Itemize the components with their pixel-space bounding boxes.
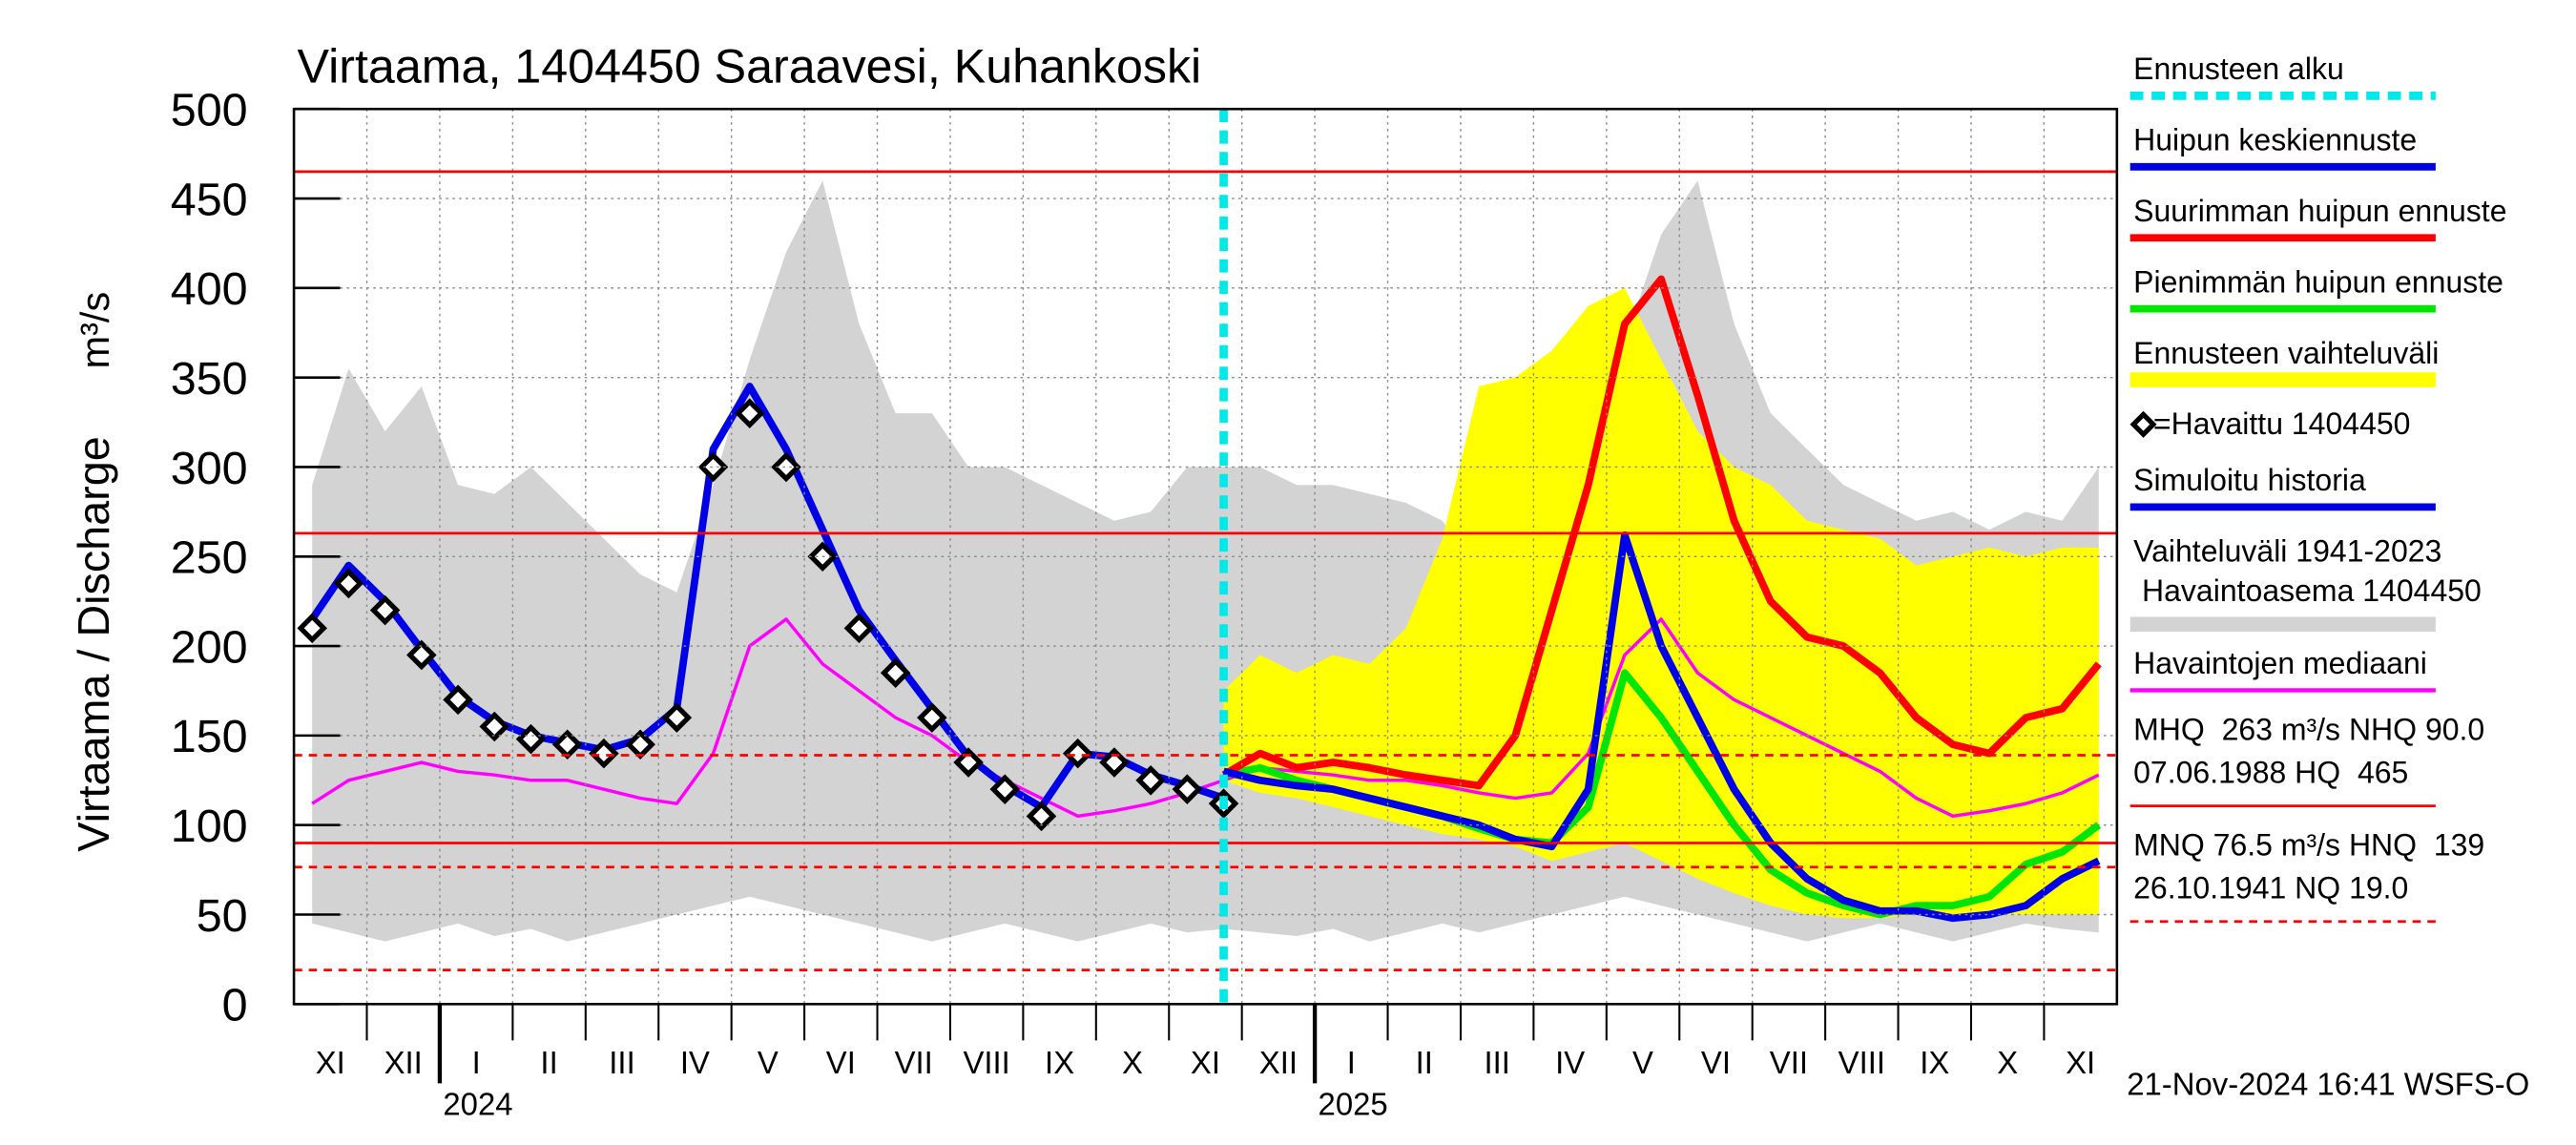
legend-label: Simuloitu historia <box>2133 463 2366 497</box>
x-tick-label: VI <box>826 1045 856 1080</box>
x-tick-label: I <box>472 1045 481 1080</box>
x-tick-label: X <box>1997 1045 2018 1080</box>
x-tick-label: VIII <box>963 1045 1009 1080</box>
year-label: 2024 <box>443 1086 512 1121</box>
observed-marker <box>589 738 619 769</box>
y-tick-label: 350 <box>171 353 248 405</box>
y-tick-label: 500 <box>171 85 248 136</box>
x-tick-label: XII <box>384 1045 423 1080</box>
x-tick-label: V <box>758 1045 779 1080</box>
observed-marker <box>734 398 765 428</box>
range-band <box>1223 287 2099 919</box>
y-axis-unit: m³/s <box>73 292 117 369</box>
y-tick-label: 450 <box>171 174 248 225</box>
x-tick-label: III <box>1484 1045 1509 1080</box>
footer: 21-Nov-2024 16:41 WSFS-O <box>2127 1067 2529 1102</box>
x-tick-label: XI <box>2066 1045 2095 1080</box>
legend-label: Ennusteen alku <box>2133 52 2344 86</box>
legend-note: MNQ 76.5 m³/s HNQ 139 <box>2133 828 2484 863</box>
series-line <box>1221 275 2102 790</box>
x-tick-label: IV <box>1555 1045 1585 1080</box>
x-tick-label: VI <box>1701 1045 1731 1080</box>
x-tick-label: II <box>540 1045 557 1080</box>
observed-marker <box>443 684 473 716</box>
observed-marker <box>843 613 875 644</box>
legend-label: Huipun keskiennuste <box>2133 123 2417 157</box>
x-tick-label: II <box>1416 1045 1433 1080</box>
legend-label: Havaintoasema 1404450 <box>2133 573 2482 608</box>
series-line <box>311 617 2100 819</box>
y-axis-label: Virtaama / Discharge <box>69 436 118 851</box>
observed-marker <box>406 639 437 671</box>
legend-label: =Havaittu 1404450 <box>2153 406 2411 441</box>
y-tick-label: 400 <box>171 263 248 315</box>
legend-label: Suurimman huipun ennuste <box>2133 194 2506 228</box>
legend-note: 26.10.1941 NQ 19.0 <box>2133 871 2408 906</box>
y-tick-label: 0 <box>222 980 248 1031</box>
x-tick-label: V <box>1632 1045 1653 1080</box>
y-tick-label: 200 <box>171 621 248 673</box>
observed-marker <box>953 747 984 778</box>
x-tick-label: X <box>1122 1045 1143 1080</box>
observed-marker <box>1172 774 1203 804</box>
y-tick-label: 100 <box>171 801 248 852</box>
legend-marker <box>2129 410 2157 438</box>
observed-marker <box>369 594 401 626</box>
y-tick-label: 50 <box>197 890 248 942</box>
observed-marker <box>1026 801 1057 832</box>
legend-label: Pienimmän huipun ennuste <box>2133 264 2503 299</box>
legend-label: Ennusteen vaihteluväli <box>2133 336 2439 370</box>
chart-title: Virtaama, 1404450 Saraavesi, Kuhankoski <box>298 40 1202 94</box>
x-tick-label: XI <box>1191 1045 1220 1080</box>
legend-label: Vaihteluväli 1941-2023 <box>2133 533 2441 568</box>
x-tick-label: XII <box>1259 1045 1298 1080</box>
observed-marker <box>989 774 1021 804</box>
observed-marker <box>917 702 947 733</box>
observed-marker <box>771 451 801 483</box>
observed-marker <box>661 702 693 733</box>
x-tick-label: III <box>609 1045 634 1080</box>
x-tick-label: IV <box>680 1045 710 1080</box>
x-tick-label: IX <box>1920 1045 1949 1080</box>
observed-marker <box>880 657 911 689</box>
y-tick-label: 250 <box>171 532 248 584</box>
x-tick-label: I <box>1347 1045 1356 1080</box>
observed-marker <box>1062 738 1093 769</box>
legend-note: MHQ 263 m³/s NHQ 90.0 <box>2133 712 2484 746</box>
plot-area <box>297 180 2102 942</box>
observed-marker <box>297 613 327 644</box>
y-tick-label: 150 <box>171 711 248 762</box>
x-tick-label: VIII <box>1839 1045 1885 1080</box>
x-tick-label: XI <box>316 1045 345 1080</box>
legend-note: 07.06.1988 HQ 465 <box>2133 755 2408 789</box>
legend-label: Havaintojen mediaani <box>2133 646 2427 680</box>
x-tick-label: VII <box>895 1045 933 1080</box>
observed-marker <box>479 711 510 742</box>
observed-marker <box>1135 765 1166 796</box>
observed-marker <box>1099 747 1130 778</box>
y-tick-label: 300 <box>171 443 248 494</box>
x-tick-label: IX <box>1045 1045 1074 1080</box>
observed-marker <box>697 451 729 483</box>
x-tick-label: VII <box>1770 1045 1808 1080</box>
year-label: 2025 <box>1319 1086 1388 1121</box>
observed-marker <box>333 568 364 599</box>
